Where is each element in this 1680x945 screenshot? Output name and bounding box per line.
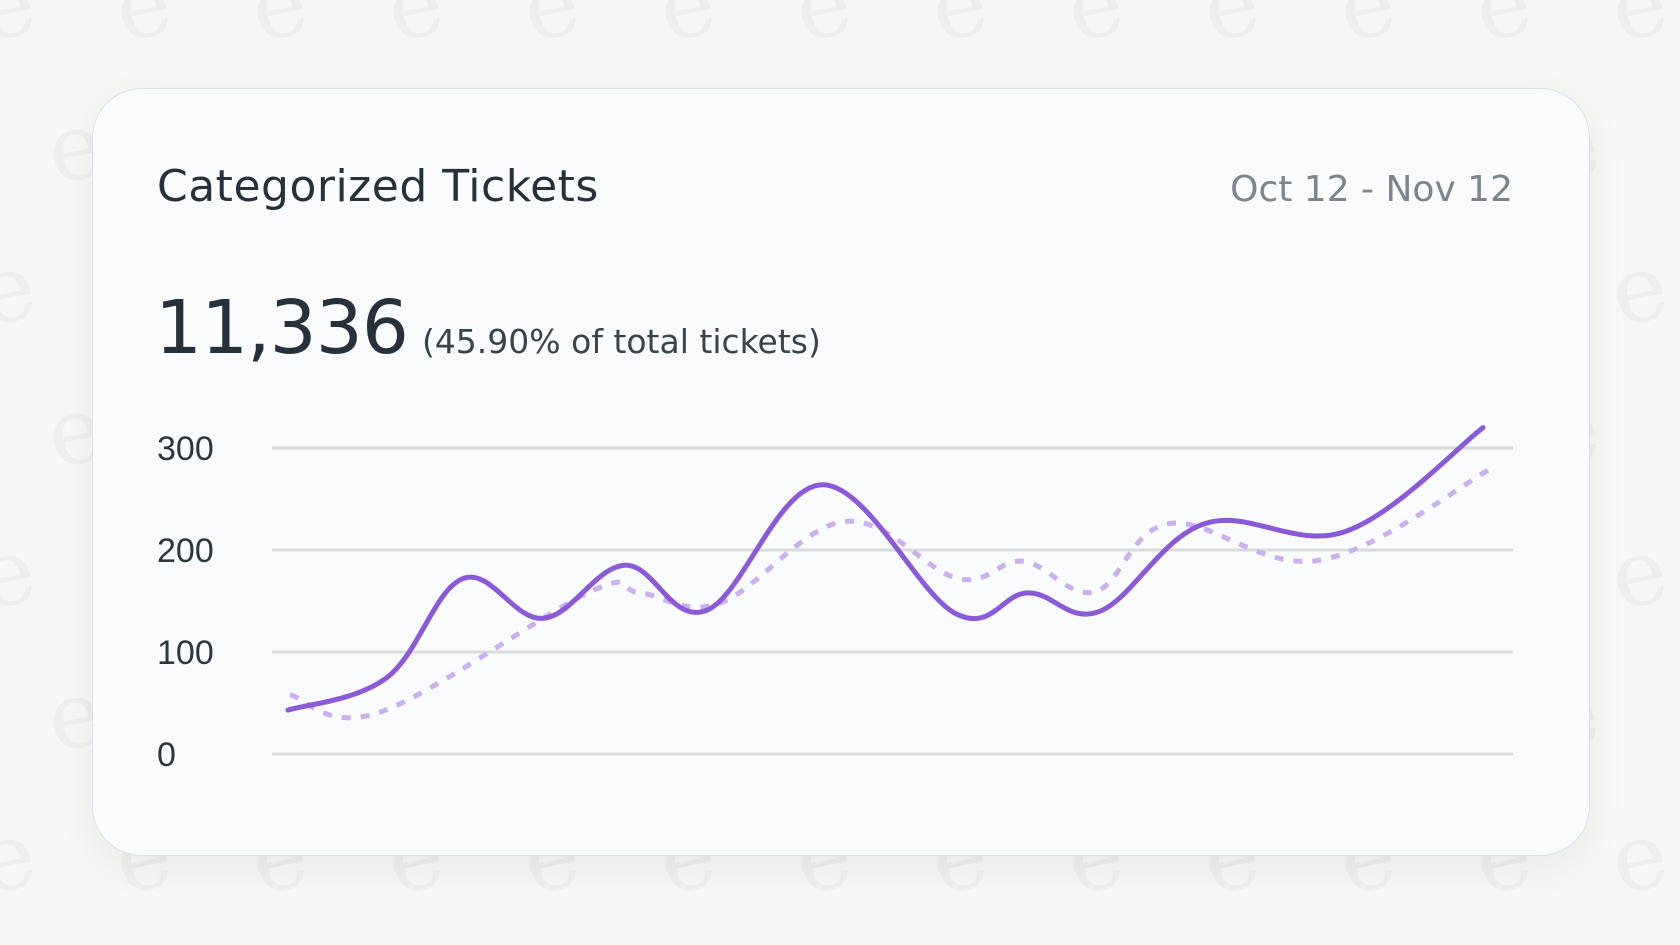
- y-tick-label: 300: [157, 430, 214, 468]
- y-tick-label: 0: [157, 736, 176, 774]
- current-period-line: [285, 425, 1486, 713]
- metric-value: 11,336: [155, 285, 409, 371]
- y-axis-labels: 0 100 200 300: [157, 430, 214, 774]
- categorized-tickets-card: Categorized Tickets Oct 12 - Nov 12 11,3…: [92, 88, 1590, 856]
- metric: 11,336 (45.90% of total tickets): [155, 285, 821, 371]
- chart-gridlines: [272, 446, 1513, 756]
- metric-subtitle: (45.90% of total tickets): [421, 322, 821, 361]
- card-title: Categorized Tickets: [157, 161, 599, 212]
- date-range[interactable]: Oct 12 - Nov 12: [1230, 169, 1513, 210]
- previous-period-line: [289, 465, 1495, 721]
- y-tick-label: 200: [157, 532, 214, 570]
- y-tick-label: 100: [157, 634, 214, 672]
